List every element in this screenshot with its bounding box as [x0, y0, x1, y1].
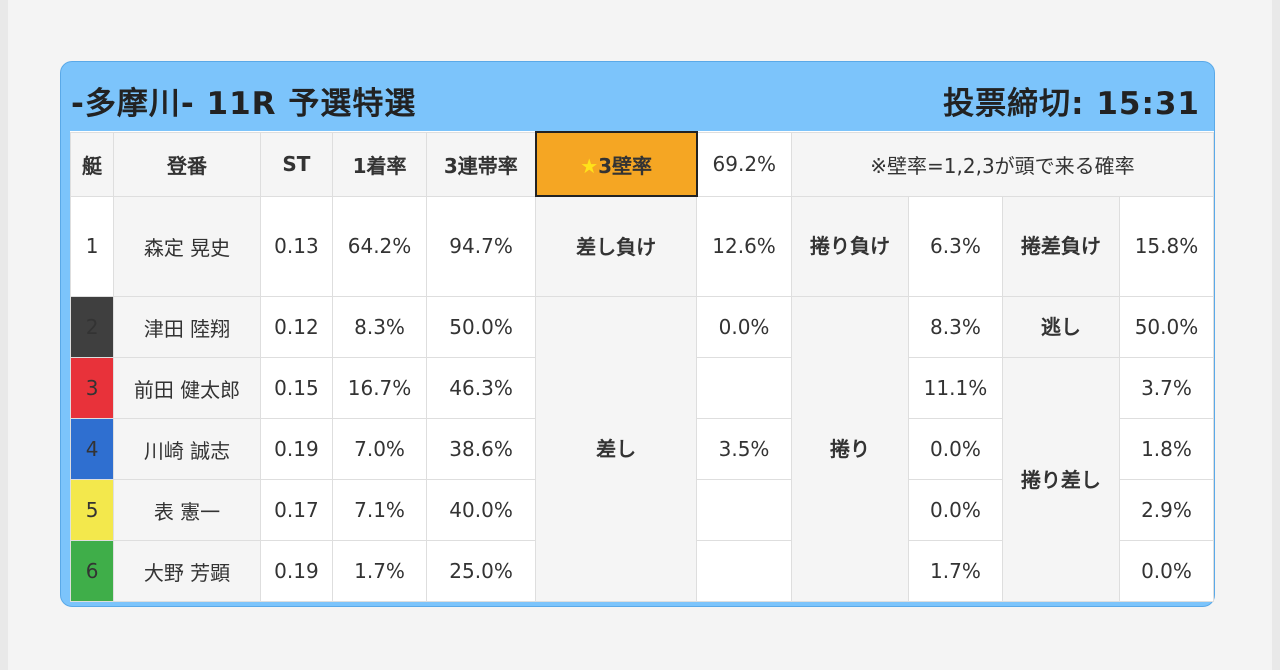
nige-value: 50.0%: [1118, 296, 1215, 358]
st-value: 0.12: [259, 296, 334, 358]
makurizashi-value: 2.9%: [1118, 479, 1215, 541]
col-header-boat: 艇: [69, 131, 115, 197]
makurizashi-make-label: 捲差負け: [1001, 195, 1120, 297]
makurizashi-label: 捲り差し: [1001, 357, 1120, 602]
st-value: 0.13: [259, 195, 334, 297]
boat-number-2: 2: [69, 296, 115, 358]
makuri-value: 0.0%: [907, 479, 1003, 541]
top3-rate-value: 94.7%: [426, 195, 537, 297]
first-rate-value: 8.3%: [332, 296, 428, 358]
page-margin-left: [0, 0, 8, 670]
makuri-make-value: 6.3%: [907, 195, 1003, 297]
makurizashi-value: 3.7%: [1118, 357, 1215, 419]
st-value: 0.19: [259, 418, 334, 480]
racer-name: 前田 健太郎: [113, 357, 261, 419]
race-header: -多摩川- 11R 予選特選 投票締切: 15:31: [61, 62, 1214, 132]
makurizashi-make-value: 15.8%: [1118, 195, 1215, 297]
table-header-row: 艇 登番 ST 1着率 3連帯率 ★3壁率 69.2% ※壁率=1,2,3が頭で…: [69, 131, 1215, 197]
first-rate-value: 64.2%: [332, 195, 428, 297]
boat-number-5: 5: [69, 479, 115, 541]
wall-rate-badge[interactable]: ★3壁率: [534, 131, 698, 197]
sashi-make-value: 12.6%: [696, 195, 792, 297]
first-rate-value: 7.1%: [332, 479, 428, 541]
nige-label: 逃し: [1001, 296, 1120, 358]
race-title: -多摩川- 11R 予選特選: [71, 86, 417, 122]
racer-name: 表 憲一: [113, 479, 261, 541]
sashi-value: [696, 479, 792, 541]
wall-rate-label: 3壁率: [598, 153, 653, 178]
first-rate-value: 16.7%: [332, 357, 428, 419]
boat-number-6: 6: [69, 540, 115, 602]
st-value: 0.15: [259, 357, 334, 419]
table-row: 3 前田 健太郎 0.15 16.7% 46.3% 11.1% 捲り差し 3.7…: [69, 357, 1215, 602]
sashi-value: [696, 357, 792, 419]
st-value: 0.19: [259, 540, 334, 602]
race-stats-table: 艇 登番 ST 1着率 3連帯率 ★3壁率 69.2% ※壁率=1,2,3が頭で…: [69, 131, 1215, 602]
sashi-label: 差し: [535, 296, 698, 602]
star-icon: ★: [580, 153, 599, 178]
voting-deadline: 投票締切: 15:31: [943, 86, 1200, 122]
table-row: 1 森定 晃史 0.13 64.2% 94.7% 差し負け 12.6% 捲り負け…: [69, 195, 1215, 297]
col-header-first-rate: 1着率: [332, 131, 428, 197]
wall-rate-value: 69.2%: [696, 131, 792, 197]
makurizashi-value: 0.0%: [1118, 540, 1215, 602]
makurizashi-value: 1.8%: [1118, 418, 1215, 480]
top3-rate-value: 25.0%: [426, 540, 537, 602]
sashi-value: [696, 540, 792, 602]
boat-number-1: 1: [69, 195, 115, 297]
sashi-value: 0.0%: [696, 296, 792, 358]
racer-name: 川崎 誠志: [113, 418, 261, 480]
makuri-value: 1.7%: [907, 540, 1003, 602]
table-row: 2 津田 陸翔 0.12 8.3% 50.0% 差し 0.0% 捲り 8.3% …: [69, 296, 1215, 602]
first-rate-value: 7.0%: [332, 418, 428, 480]
makuri-label: 捲り: [790, 296, 909, 602]
racer-name: 津田 陸翔: [113, 296, 261, 358]
boat-number-3: 3: [69, 357, 115, 419]
sashi-make-label: 差し負け: [535, 195, 698, 297]
racer-name: 大野 芳顕: [113, 540, 261, 602]
makuri-value: 8.3%: [907, 296, 1003, 358]
top3-rate-value: 46.3%: [426, 357, 537, 419]
makuri-make-label: 捲り負け: [790, 195, 909, 297]
wall-rate-note: ※壁率=1,2,3が頭で来る確率: [790, 131, 1215, 197]
race-card: -多摩川- 11R 予選特選 投票締切: 15:31 艇 登番 ST 1着率 3…: [60, 61, 1215, 607]
boat-number-4: 4: [69, 418, 115, 480]
racer-name: 森定 晃史: [113, 195, 261, 297]
makuri-value: 11.1%: [907, 357, 1003, 419]
st-value: 0.17: [259, 479, 334, 541]
top3-rate-value: 50.0%: [426, 296, 537, 358]
top3-rate-value: 40.0%: [426, 479, 537, 541]
col-header-top3-rate: 3連帯率: [426, 131, 537, 197]
makuri-value: 0.0%: [907, 418, 1003, 480]
sashi-value: 3.5%: [696, 418, 792, 480]
table-row: 6 大野 芳顕 0.19 1.7% 25.0% 1.7% 0.0%: [69, 540, 1215, 602]
top3-rate-value: 38.6%: [426, 418, 537, 480]
col-header-st: ST: [259, 131, 334, 197]
col-header-racer: 登番: [113, 131, 261, 197]
first-rate-value: 1.7%: [332, 540, 428, 602]
page-margin-right: [1272, 0, 1280, 670]
